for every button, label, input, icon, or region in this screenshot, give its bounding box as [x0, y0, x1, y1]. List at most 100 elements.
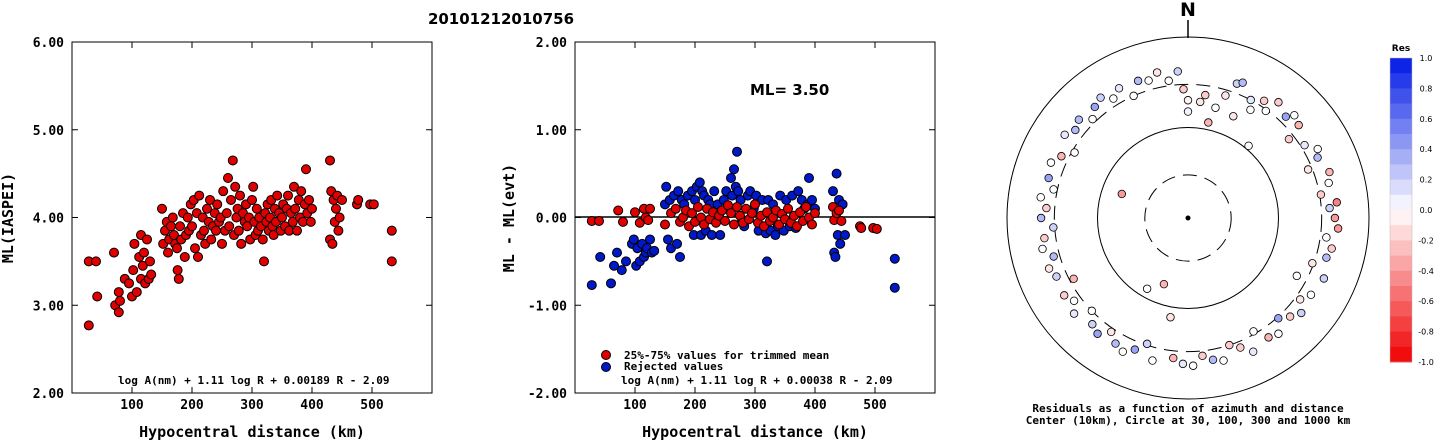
accepted-point: [750, 199, 760, 210]
station-residual: [1330, 213, 1340, 223]
ml-point: [327, 238, 338, 249]
y-tick-label: 3.00: [33, 299, 64, 314]
station-residual: [1327, 244, 1336, 253]
ml-point: [202, 203, 212, 214]
station-residual: [1046, 158, 1056, 167]
station-residual: [1052, 272, 1061, 281]
accepted-point: [726, 208, 736, 219]
station-residual: [1118, 347, 1127, 356]
colorbar-cell: [1390, 103, 1412, 120]
legend-rejected-label: Rejected values: [624, 360, 723, 373]
station-residual: [1229, 112, 1238, 121]
station-residual: [1044, 173, 1053, 183]
colorbar-cell: [1390, 346, 1412, 363]
panel-residuals: 100 200 300 400 500 -2.00 -1.00 0.00 1.00 2.00 ML…: [500, 36, 936, 441]
rejected-point: [715, 230, 726, 241]
rejected-point: [609, 260, 619, 271]
ml-point: [248, 181, 259, 192]
polar-rings: [1006, 36, 1370, 400]
ring-1000km: [1006, 36, 1370, 400]
panel-polar: N Residuals as a function of azimuth and…: [1006, 0, 1370, 427]
ml-point: [139, 247, 149, 258]
rejected-point: [673, 186, 684, 197]
ml-point: [175, 221, 185, 232]
legend-rejected-marker: [601, 362, 611, 372]
ml-point: [307, 203, 317, 214]
ml-point: [109, 247, 119, 258]
ml-point: [217, 238, 227, 249]
ml-point: [283, 190, 293, 201]
ml-point: [337, 194, 347, 205]
ml-point: [145, 256, 155, 267]
station-residual: [1049, 223, 1058, 232]
colorbar-tick-label: -0.2: [1418, 236, 1434, 245]
station-residual: [1290, 111, 1299, 120]
ml-point: [206, 234, 217, 245]
station-residual: [1316, 190, 1326, 199]
y-tick-label: 2.00: [536, 36, 567, 51]
ml-point: [289, 181, 299, 192]
x-tick-label: 200: [180, 398, 204, 413]
rejected-point: [649, 245, 660, 256]
polar-center: [1185, 215, 1191, 221]
y-tick-label: -1.00: [528, 299, 567, 314]
rejected-point: [726, 173, 736, 184]
ml-point: [331, 203, 341, 214]
station-residual: [1261, 106, 1270, 116]
accepted-point: [747, 208, 757, 219]
ml-point: [272, 190, 283, 201]
station-residual: [1044, 264, 1054, 273]
ml-point: [257, 234, 268, 245]
rejected-point: [793, 186, 804, 197]
colorbar-title: Res: [1392, 44, 1410, 54]
x-tick-label: 500: [360, 398, 384, 413]
ml-point: [199, 225, 209, 236]
x-tick-label: 300: [743, 398, 767, 413]
station-residual: [1294, 120, 1303, 130]
station-residual: [1144, 76, 1153, 85]
station-residual: [1036, 193, 1045, 202]
station-residual: [1148, 356, 1157, 365]
ml-point: [137, 260, 148, 271]
station-residual: [1090, 102, 1100, 112]
station-residual: [1246, 95, 1255, 105]
station-residual: [1292, 271, 1302, 281]
station-residual: [1274, 98, 1283, 107]
station-residual: [1274, 314, 1283, 323]
y-tick-label: 6.00: [33, 36, 64, 51]
station-residual: [1300, 140, 1309, 150]
ml-annotation: ML= 3.50: [750, 81, 829, 99]
station-residual: [1038, 244, 1047, 254]
rejected-point: [694, 177, 705, 188]
station-residual: [1169, 353, 1178, 363]
colorbar-tick-label: -0.8: [1418, 328, 1434, 337]
station-residual: [1096, 93, 1105, 102]
north-label: N: [1180, 0, 1196, 21]
ml-point: [172, 265, 183, 276]
ml-point: [128, 265, 139, 276]
station-residual: [1142, 284, 1152, 293]
station-residual: [1088, 320, 1097, 329]
ml-point: [368, 199, 379, 210]
station-residual: [1211, 103, 1220, 112]
ml-point: [233, 225, 244, 236]
rejected-point: [675, 251, 685, 262]
polar-caption-1: Residuals as a function of azimuth and d…: [1032, 402, 1344, 415]
station-residual: [1281, 112, 1291, 121]
colorbar-cell: [1390, 179, 1412, 196]
rejected-point: [732, 146, 742, 157]
accepted-point: [660, 219, 670, 230]
accepted-point: [630, 207, 640, 218]
station-residual: [1070, 148, 1079, 157]
rejected-point: [835, 238, 846, 249]
rejected-point: [672, 238, 682, 249]
ml-point: [157, 203, 167, 214]
ml-point: [251, 203, 262, 214]
rejected-point: [663, 234, 673, 245]
station-residual: [1319, 274, 1329, 283]
station-residual: [1196, 97, 1205, 107]
accepted-point: [834, 205, 844, 216]
station-residual: [1236, 343, 1245, 352]
station-residual: [1198, 351, 1207, 361]
ml-point: [166, 221, 176, 232]
